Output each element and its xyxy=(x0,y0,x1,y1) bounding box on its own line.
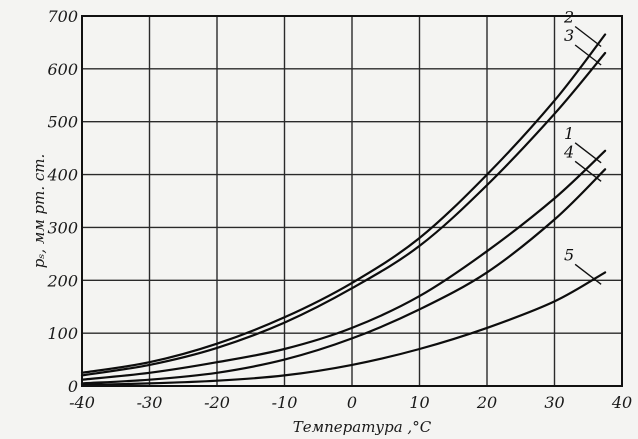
x-tick-label: -30 xyxy=(137,393,163,412)
y-tick-label: 700 xyxy=(47,7,78,26)
curve-label-leader-2 xyxy=(574,25,602,48)
y-tick-labels: 0 100 200 300 400 500 600 700 xyxy=(46,7,78,396)
curve-label-2: 2 xyxy=(563,8,574,27)
y-tick-label: 500 xyxy=(47,113,78,132)
y-tick-label: 0 xyxy=(68,377,78,396)
curve-label-leaders xyxy=(574,25,602,285)
series-line-5 xyxy=(80,271,607,386)
y-tick-label: 600 xyxy=(47,60,78,79)
x-tick-labels: -40 -30 -20 -10 0 10 20 30 40 xyxy=(69,393,632,412)
curves xyxy=(80,33,607,386)
curve-label-1: 1 xyxy=(564,124,574,143)
curve-label-leader-3 xyxy=(574,44,602,66)
series-line-3 xyxy=(80,51,607,377)
x-tick-label: 40 xyxy=(611,393,632,412)
series-line-4 xyxy=(80,168,607,385)
curve-label-4: 4 xyxy=(563,142,574,161)
curve-label-leader-1 xyxy=(574,142,602,164)
curve-labels: 23 14 5 xyxy=(563,8,574,265)
x-axis-label: Температура ,°C xyxy=(293,418,432,436)
x-tick-label: 20 xyxy=(476,393,497,412)
y-tick-label: 300 xyxy=(47,218,78,237)
y-tick-label: 400 xyxy=(46,166,78,185)
plot-frame xyxy=(81,15,623,387)
curve-label-leader-4 xyxy=(574,160,602,182)
y-tick-label: 100 xyxy=(47,324,78,343)
y-tick-label: 200 xyxy=(46,271,78,290)
curve-label-leader-5 xyxy=(574,263,602,285)
x-tick-label: 0 xyxy=(347,393,357,412)
curve-label-3: 3 xyxy=(564,26,574,45)
x-tick-label: 10 xyxy=(409,393,429,412)
curve-label-5: 5 xyxy=(564,245,574,264)
series-line-1 xyxy=(80,149,607,381)
x-tick-label: -10 xyxy=(272,393,298,412)
x-tick-label: 30 xyxy=(544,393,564,412)
x-tick-label: -40 xyxy=(69,393,95,412)
series-line-2 xyxy=(80,33,607,374)
x-tick-label: -20 xyxy=(204,393,230,412)
y-axis-label: pₛ, мм рт. ст. xyxy=(30,154,48,269)
grid-lines xyxy=(81,15,623,387)
